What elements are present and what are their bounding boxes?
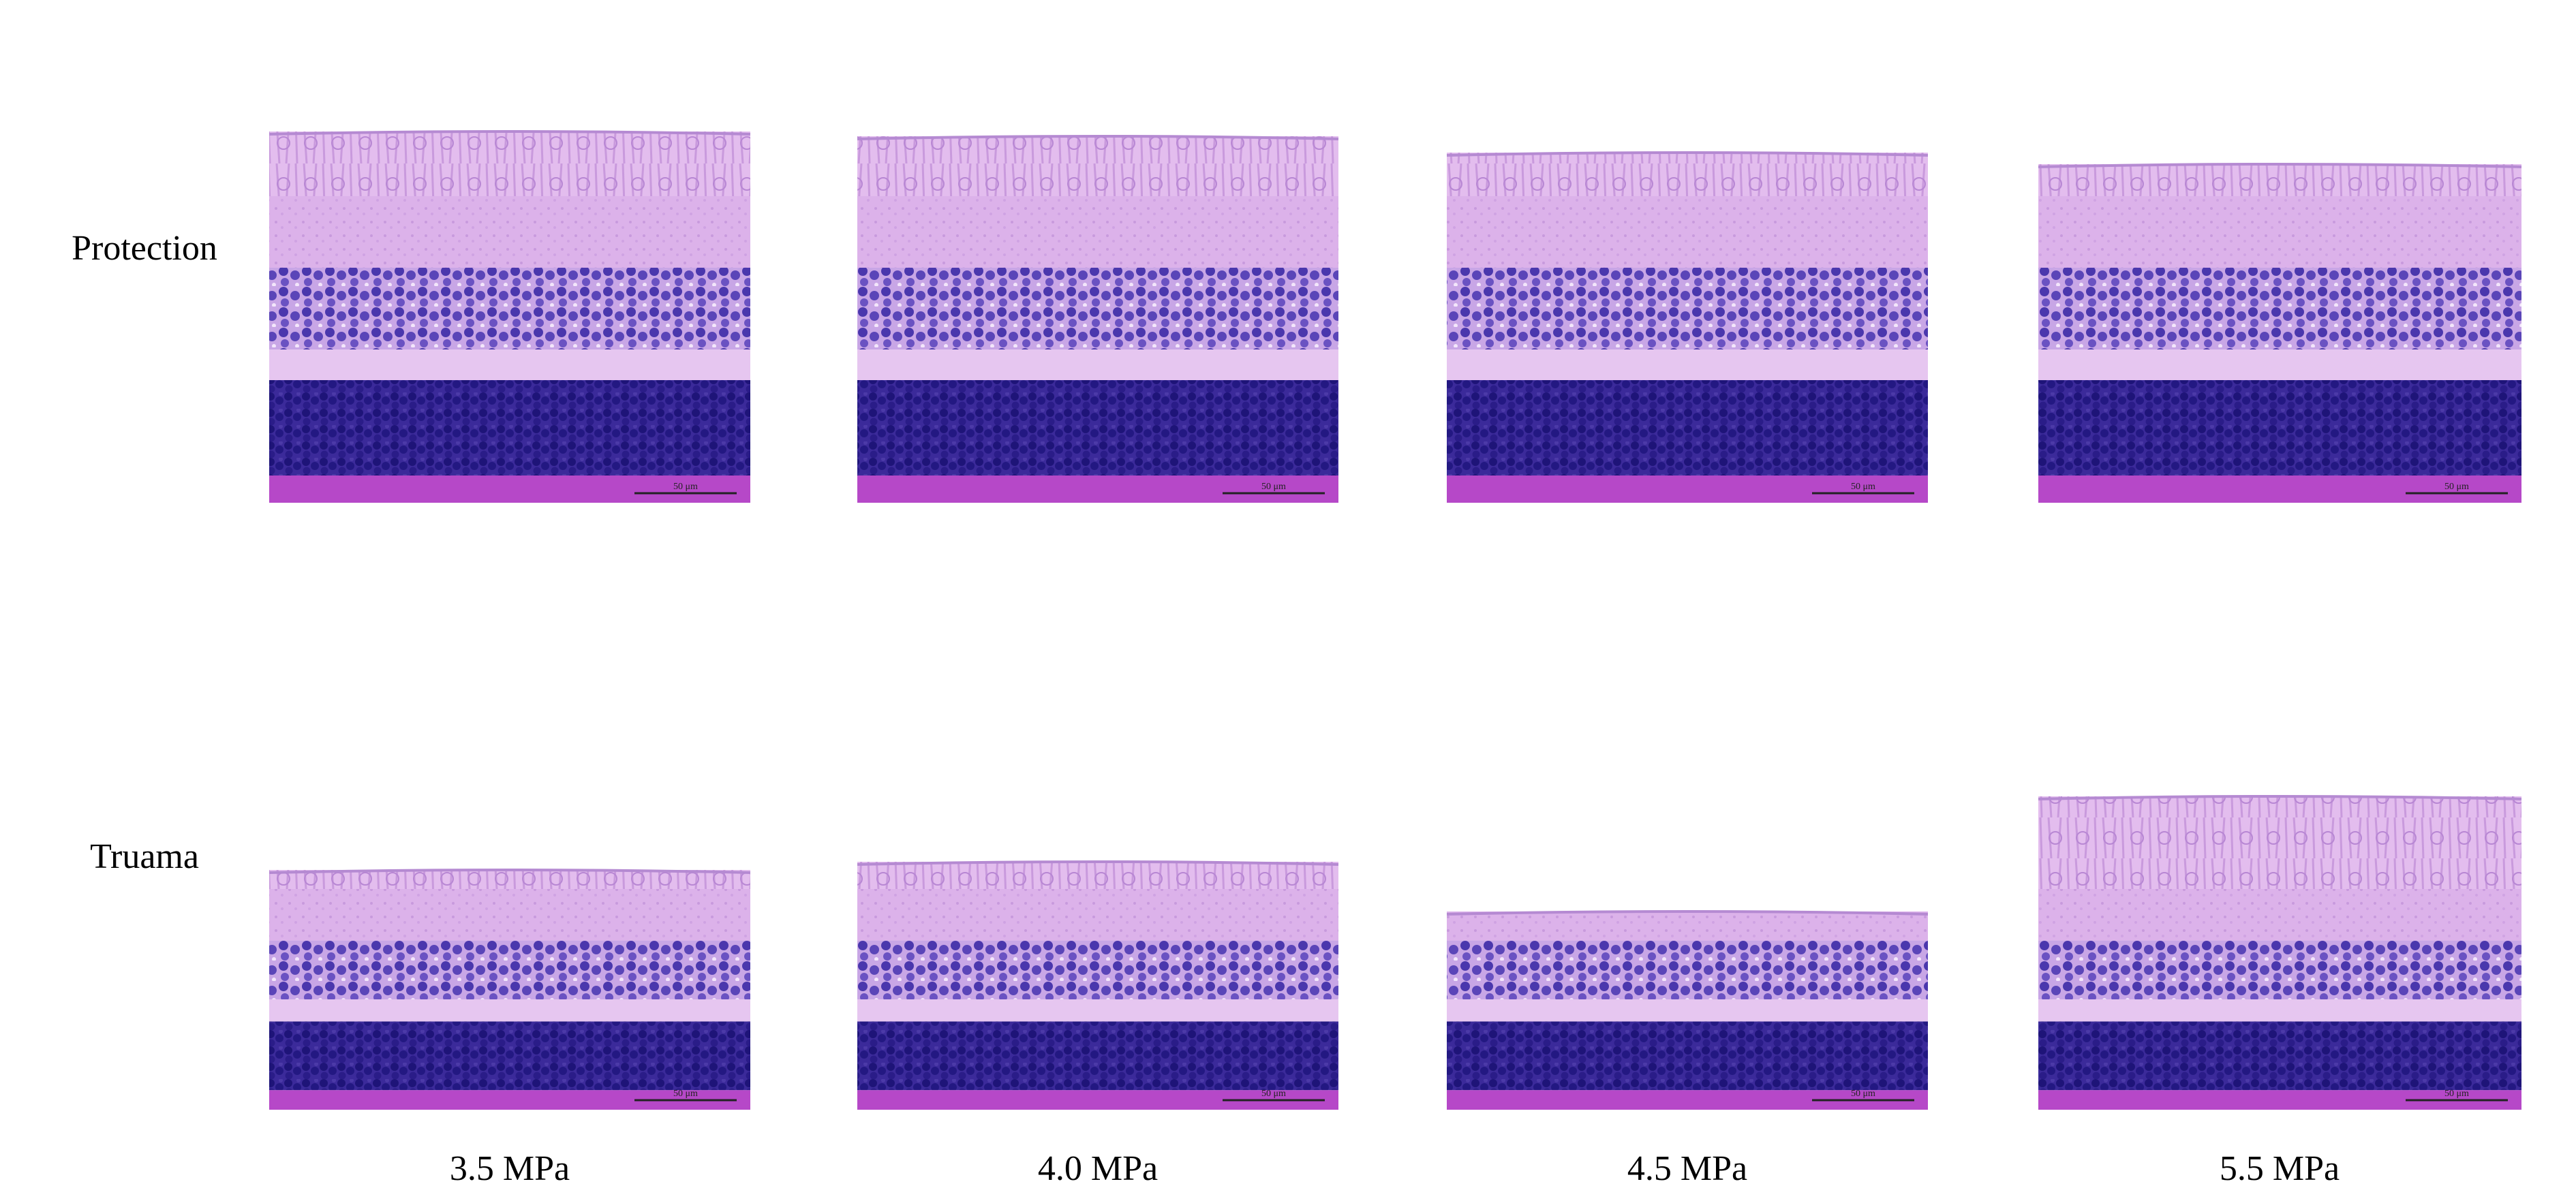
ilm-edge xyxy=(269,869,751,874)
outer-plexiform-layer xyxy=(857,999,1338,1022)
nerve-fiber-layer xyxy=(857,862,1338,889)
outer-nuclear-layer xyxy=(2038,1021,2521,1091)
inner-plexiform-layer xyxy=(269,889,750,941)
nerve-fiber-layer xyxy=(857,136,1338,196)
inner-nuclear-layer xyxy=(2038,268,2521,349)
rpe-layer xyxy=(2038,475,2521,503)
outer-plexiform-layer xyxy=(857,349,1338,380)
nerve-fiber-layer xyxy=(2038,796,2521,889)
column-label: 5.5 MPa xyxy=(2220,1149,2340,1188)
outer-plexiform-layer xyxy=(1447,349,1928,380)
inner-nuclear-layer xyxy=(857,940,1338,999)
outer-plexiform-layer xyxy=(1447,999,1928,1022)
column-label: 4.5 MPa xyxy=(1627,1149,1747,1188)
scale-bar-label: 50 μm xyxy=(1261,1089,1286,1099)
scale-bar-label: 50 μm xyxy=(673,482,698,492)
micrograph: 50 μm xyxy=(2038,795,2522,1110)
inner-plexiform-layer xyxy=(1447,911,1928,941)
inner-nuclear-layer xyxy=(857,268,1338,349)
nerve-fiber-layer xyxy=(2038,164,2521,196)
ilm-edge xyxy=(857,860,1339,866)
scale-bar-label: 50 μm xyxy=(673,1089,698,1099)
outer-plexiform-layer xyxy=(269,349,750,380)
inner-plexiform-layer xyxy=(1447,196,1928,268)
ilm-edge xyxy=(2038,163,2522,168)
ilm-edge xyxy=(269,130,751,136)
micrograph: 50 μm xyxy=(269,869,751,1110)
micrograph: 50 μm xyxy=(1446,151,1929,503)
outer-nuclear-layer xyxy=(1447,380,1928,475)
ilm-edge xyxy=(1446,151,1929,157)
outer-plexiform-layer xyxy=(2038,349,2521,380)
inner-nuclear-layer xyxy=(1447,940,1928,999)
inner-nuclear-layer xyxy=(269,940,750,999)
scale-bar-label: 50 μm xyxy=(1851,482,1875,492)
inner-plexiform-layer xyxy=(857,889,1338,941)
scale-bar-label: 50 μm xyxy=(2444,1089,2469,1099)
inner-nuclear-layer xyxy=(269,268,750,349)
nerve-fiber-layer xyxy=(269,870,750,889)
outer-nuclear-layer xyxy=(857,1021,1338,1091)
micrograph: 50 μm xyxy=(1446,910,1929,1110)
outer-nuclear-layer xyxy=(269,1021,750,1091)
inner-nuclear-layer xyxy=(1447,268,1928,349)
inner-plexiform-layer xyxy=(269,196,750,268)
inner-plexiform-layer xyxy=(2038,889,2521,941)
column-label: 4.0 MPa xyxy=(1038,1149,1158,1188)
inner-nuclear-layer xyxy=(2038,940,2521,999)
outer-nuclear-layer xyxy=(2038,380,2521,475)
micrograph: 50 μm xyxy=(2038,163,2522,503)
ilm-edge xyxy=(2038,795,2522,800)
micrograph: 50 μm xyxy=(857,860,1339,1110)
inner-plexiform-layer xyxy=(857,196,1338,268)
micrograph: 50 μm xyxy=(269,130,751,503)
ilm-edge xyxy=(857,135,1339,140)
nerve-fiber-layer xyxy=(269,131,750,196)
scale-bar-label: 50 μm xyxy=(2444,482,2469,492)
row-label: Truama xyxy=(90,837,199,876)
micrograph: 50 μm xyxy=(857,135,1339,503)
outer-plexiform-layer xyxy=(269,999,750,1022)
scale-bar-label: 50 μm xyxy=(1851,1089,1875,1099)
column-label: 3.5 MPa xyxy=(450,1149,570,1188)
outer-plexiform-layer xyxy=(2038,999,2521,1022)
outer-nuclear-layer xyxy=(1447,1021,1928,1091)
rpe-layer xyxy=(857,475,1338,503)
nerve-fiber-layer xyxy=(1447,153,1928,196)
outer-nuclear-layer xyxy=(857,380,1338,475)
rpe-layer xyxy=(1447,475,1928,503)
rpe-layer xyxy=(269,475,750,503)
outer-nuclear-layer xyxy=(269,380,750,475)
row-label: Protection xyxy=(72,229,217,268)
ilm-edge xyxy=(1446,910,1929,916)
inner-plexiform-layer xyxy=(2038,196,2521,268)
scale-bar-label: 50 μm xyxy=(1261,482,1286,492)
